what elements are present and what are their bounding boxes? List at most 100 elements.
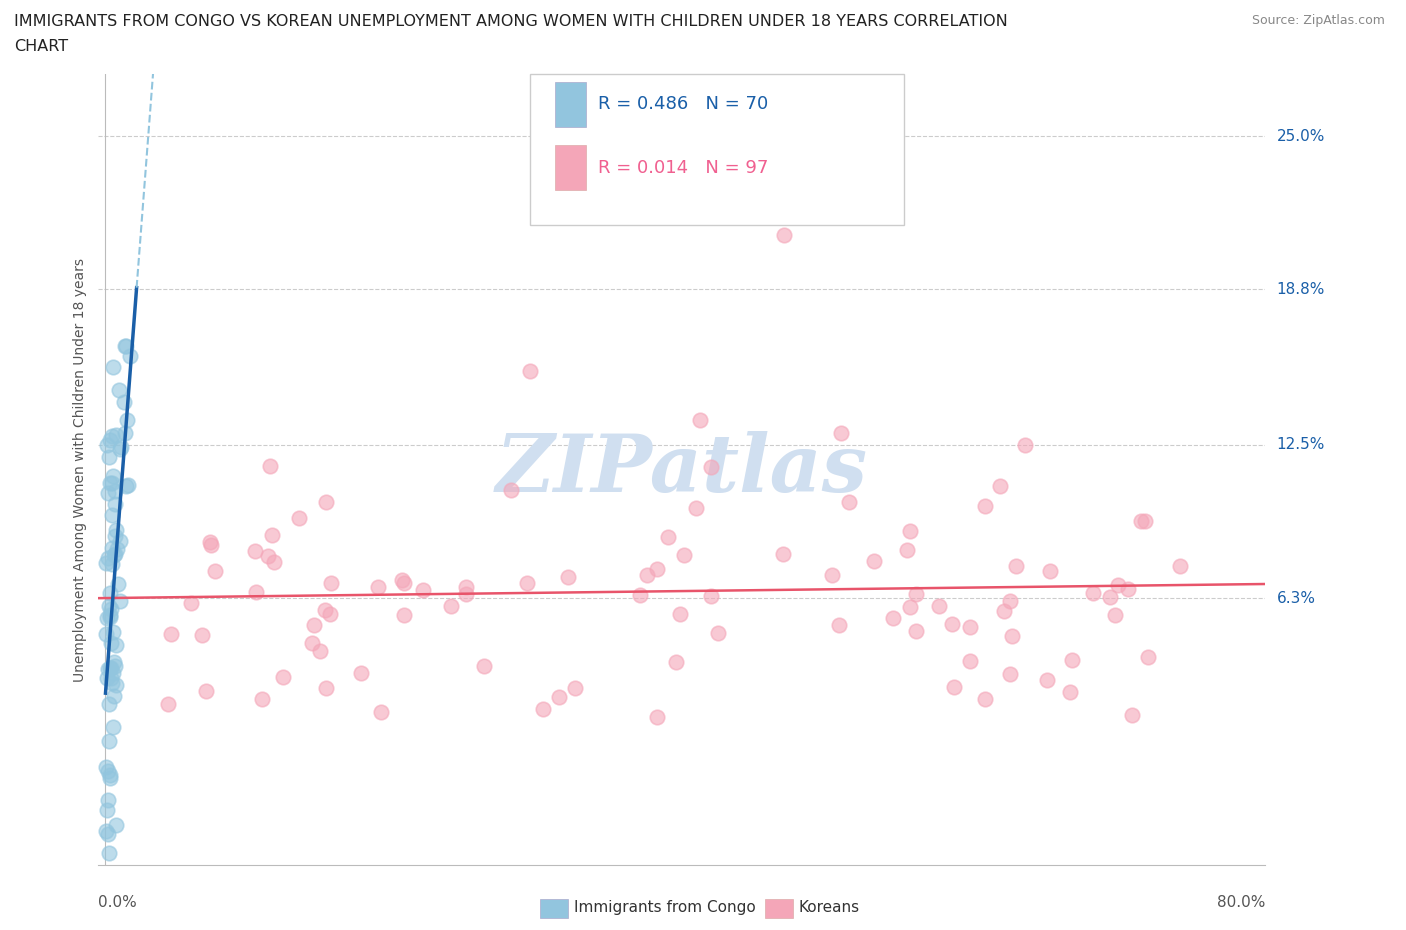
Text: Immigrants from Congo: Immigrants from Congo: [574, 900, 755, 915]
Point: [973, 498, 995, 513]
Point: [993, 604, 1015, 618]
Point: [104, 678, 127, 693]
Point: [98, 610, 121, 625]
Point: [101, 720, 124, 735]
Point: [519, 364, 541, 379]
Point: [120, 349, 142, 364]
Point: [100, 671, 122, 685]
Point: [1168, 558, 1191, 573]
Point: [309, 644, 332, 658]
Point: [98, 768, 121, 783]
Point: [156, 697, 179, 711]
Text: IMMIGRANTS FROM CONGO VS KOREAN UNEMPLOYMENT AMONG WOMEN WITH CHILDREN UNDER 18 : IMMIGRANTS FROM CONGO VS KOREAN UNEMPLOY…: [14, 14, 1008, 29]
Point: [301, 635, 323, 650]
Point: [97, 697, 120, 711]
Point: [547, 689, 569, 704]
Point: [97, 827, 120, 842]
Point: [104, 484, 127, 498]
Point: [959, 620, 981, 635]
Point: [882, 610, 904, 625]
Text: 25.0%: 25.0%: [1277, 128, 1324, 143]
Point: [101, 556, 124, 571]
Point: [1059, 684, 1081, 699]
Point: [263, 555, 285, 570]
Point: [101, 476, 124, 491]
Point: [101, 468, 124, 483]
Text: 12.5%: 12.5%: [1277, 437, 1324, 453]
Point: [94, 759, 117, 774]
Point: [645, 562, 668, 577]
Point: [828, 618, 851, 632]
Point: [97, 845, 120, 860]
Point: [959, 653, 981, 668]
Point: [104, 529, 127, 544]
Y-axis label: Unemployment Among Women with Children Under 18 years: Unemployment Among Women with Children U…: [73, 258, 87, 682]
Point: [108, 534, 131, 549]
Point: [1001, 629, 1024, 644]
Point: [1121, 708, 1143, 723]
Point: [1099, 589, 1122, 604]
Text: Koreans: Koreans: [799, 900, 859, 915]
Text: 6.3%: 6.3%: [1277, 591, 1316, 605]
Point: [673, 548, 696, 563]
Point: [820, 567, 842, 582]
Point: [1137, 650, 1160, 665]
Point: [97, 550, 120, 565]
Point: [1036, 672, 1059, 687]
Point: [905, 586, 928, 601]
Point: [204, 564, 226, 578]
Text: R = 0.486   N = 70: R = 0.486 N = 70: [598, 95, 768, 113]
Point: [516, 576, 538, 591]
Point: [101, 428, 124, 443]
Point: [103, 547, 125, 562]
Point: [689, 413, 711, 428]
Point: [250, 692, 273, 707]
Point: [97, 792, 120, 807]
Point: [928, 598, 950, 613]
Point: [943, 679, 966, 694]
Point: [863, 553, 886, 568]
Point: [115, 339, 138, 353]
Text: 18.8%: 18.8%: [1277, 282, 1324, 297]
Text: CHART: CHART: [14, 39, 67, 54]
Point: [97, 734, 120, 749]
Point: [114, 425, 136, 440]
Point: [367, 579, 389, 594]
Point: [630, 588, 652, 603]
Point: [94, 627, 117, 642]
Point: [1107, 578, 1129, 592]
FancyBboxPatch shape: [530, 74, 904, 224]
Point: [103, 625, 125, 640]
Point: [898, 600, 921, 615]
Text: 80.0%: 80.0%: [1218, 896, 1265, 910]
Point: [96, 671, 118, 685]
Point: [440, 599, 463, 614]
Point: [394, 607, 416, 622]
Point: [180, 595, 202, 610]
Point: [103, 360, 125, 375]
Point: [96, 555, 118, 570]
Point: [557, 570, 579, 585]
Point: [97, 764, 120, 779]
Point: [319, 606, 342, 621]
Point: [905, 624, 928, 639]
Point: [100, 636, 122, 651]
Point: [104, 497, 127, 512]
Point: [1130, 514, 1153, 529]
Point: [98, 660, 121, 675]
Point: [104, 658, 127, 673]
Point: [319, 576, 342, 591]
Point: [669, 606, 692, 621]
Point: [97, 450, 120, 465]
Point: [103, 688, 125, 703]
Text: 0.0%: 0.0%: [98, 896, 138, 910]
Point: [105, 523, 128, 538]
Point: [96, 611, 118, 626]
Point: [94, 824, 117, 839]
Point: [103, 666, 125, 681]
Point: [98, 586, 121, 601]
Point: [665, 655, 688, 670]
Point: [830, 425, 852, 440]
Point: [262, 527, 284, 542]
Point: [773, 228, 796, 243]
